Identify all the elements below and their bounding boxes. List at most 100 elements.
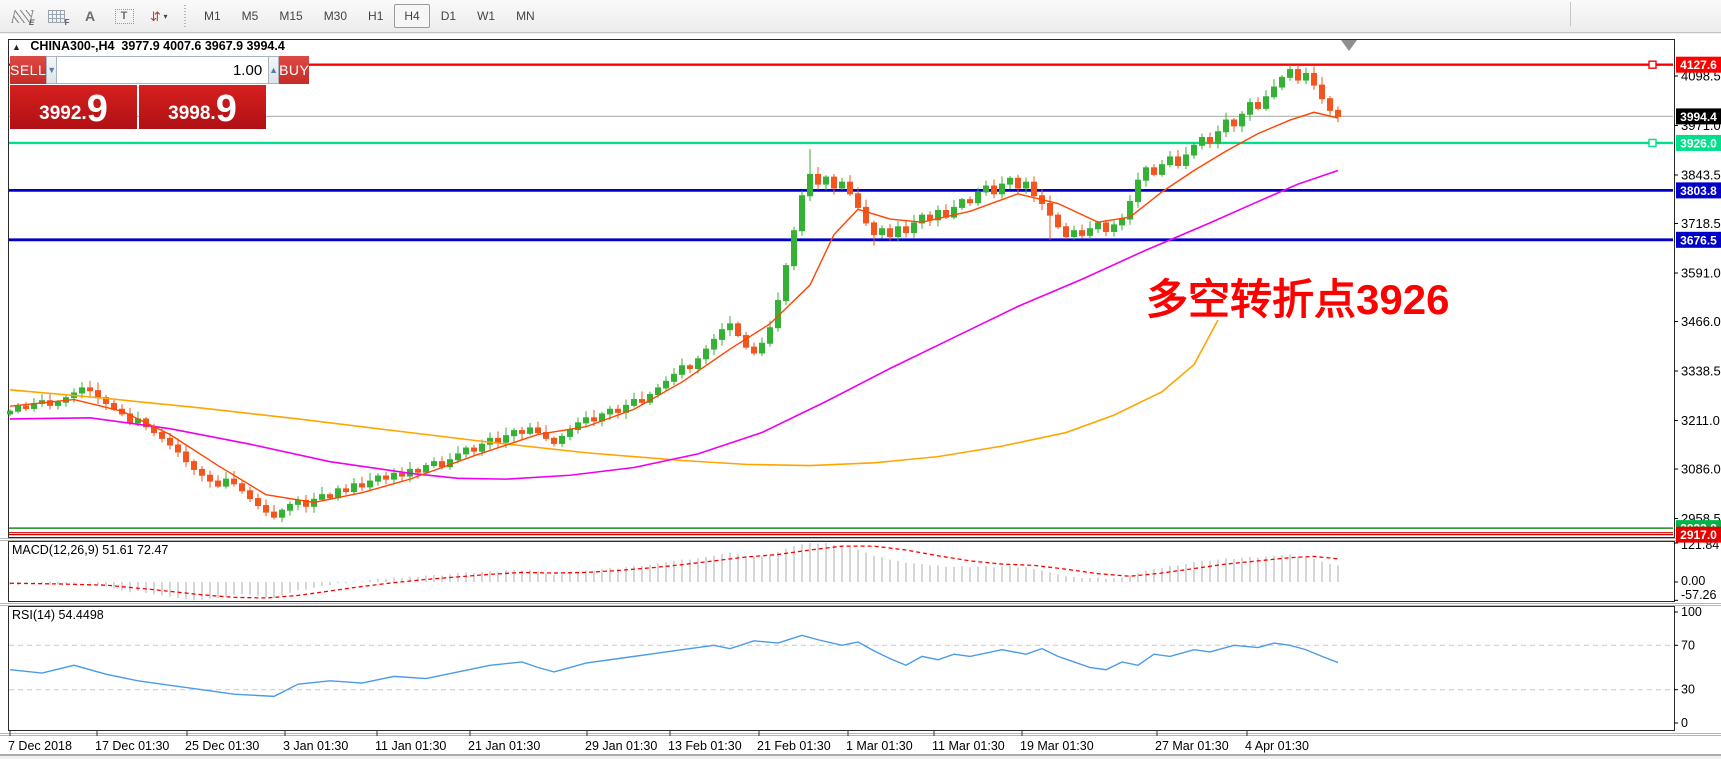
fibonacci-retracement-tool-button[interactable]: F	[40, 2, 72, 30]
dropdown-caret-icon[interactable]: ▾	[163, 11, 168, 21]
candle	[679, 365, 685, 375]
timeframe-button-m1[interactable]: M1	[204, 9, 221, 23]
candle	[1239, 113, 1245, 127]
candle	[1167, 156, 1173, 166]
macd-axis-label: -57.26	[1681, 588, 1716, 602]
buy-price-dot: .	[210, 103, 216, 124]
candle	[7, 410, 13, 415]
price-axis-label: 3211.0	[1681, 413, 1720, 428]
candle	[383, 475, 389, 480]
time-axis-label: 21 Jan 01:30	[468, 739, 540, 753]
timeframe-button-m30[interactable]: M30	[323, 9, 348, 23]
sell-button[interactable]: SELL	[10, 56, 47, 84]
price-axis-label: 3338.5	[1681, 364, 1721, 379]
time-axis-label: 17 Dec 01:30	[95, 739, 169, 753]
candle	[871, 222, 877, 236]
candle	[855, 193, 861, 208]
candle	[1023, 181, 1029, 189]
candle	[431, 461, 437, 467]
rsi-label: RSI(14) 54.4498	[12, 608, 104, 622]
collapse-panel-icon[interactable]: ▲	[12, 42, 21, 52]
candle	[1231, 119, 1237, 127]
candle	[415, 468, 421, 473]
candle	[999, 183, 1005, 195]
candle	[391, 472, 397, 480]
timeframe-button-m5[interactable]: M5	[241, 9, 259, 23]
equidistant-channel-tool-button[interactable]: E	[6, 2, 38, 30]
candle	[1255, 102, 1261, 109]
candle	[1247, 102, 1253, 115]
text-label-tool-button[interactable]: A	[74, 2, 106, 30]
price-badge	[1676, 56, 1721, 73]
candle	[287, 503, 293, 511]
time-axis-label: 29 Jan 01:30	[585, 739, 657, 753]
candle	[1103, 222, 1109, 232]
candle	[47, 400, 53, 406]
toolbar-separator	[1570, 2, 1571, 26]
rsi-axis-label: 100	[1681, 605, 1702, 619]
volume-decrease-button[interactable]: ▼	[46, 56, 58, 84]
chart-annotation-text: 多空转折点3926	[1146, 276, 1450, 323]
candle	[423, 465, 429, 473]
candle	[959, 199, 965, 208]
candle	[1327, 98, 1333, 111]
text-tool-icon: T	[114, 8, 134, 24]
candle	[343, 488, 349, 493]
hline-drag-marker[interactable]	[1648, 138, 1657, 148]
chart-area[interactable]: MACD(12,26,9) 51.61 72.47 121.840.00-57.2…	[0, 34, 1721, 759]
candle	[255, 498, 261, 507]
candle	[991, 185, 997, 195]
candle	[175, 444, 181, 453]
buy-button[interactable]: BUY	[279, 56, 310, 84]
buy-price-display[interactable]: 3998. 9	[139, 85, 266, 129]
timeframe-button-m15[interactable]: M15	[279, 9, 303, 23]
sell-price-display[interactable]: 3992. 9	[10, 85, 137, 129]
one-click-trading-panel: SELL ▼ ▲ BUY 3992.9 3998.9	[10, 56, 310, 129]
volume-increase-button[interactable]: ▲	[268, 56, 280, 84]
hline-drag-marker[interactable]	[1648, 60, 1657, 69]
price-badge	[1676, 134, 1721, 151]
price-axis-label: 3086.0	[1681, 462, 1721, 477]
candle	[471, 447, 477, 452]
candle	[551, 437, 557, 444]
time-axis-label: 3 Jan 01:30	[283, 739, 348, 753]
candle	[159, 432, 165, 439]
candle	[1159, 164, 1165, 175]
timeframe-button-mn[interactable]: MN	[516, 9, 535, 23]
macd-axis-label: 0.00	[1681, 574, 1705, 588]
candle	[1071, 230, 1077, 238]
toolbar-grip[interactable]	[182, 5, 188, 27]
candle	[823, 176, 829, 185]
candle	[791, 230, 797, 267]
candle	[399, 472, 405, 477]
candle	[271, 511, 277, 518]
timeframe-button-d1[interactable]: D1	[440, 9, 457, 23]
price-badge-label: 3803.8	[1680, 184, 1717, 198]
candle	[1263, 96, 1269, 109]
timeframe-toolbar: M1 M5 M15 M30 H1 H4 D1 W1 MN	[194, 4, 546, 28]
candle	[495, 437, 501, 443]
candle	[95, 390, 101, 399]
sell-price-dot: .	[81, 103, 87, 124]
price-badge	[1676, 231, 1721, 248]
candle	[375, 475, 381, 482]
time-axis-label: 7 Dec 2018	[8, 739, 72, 753]
text-tool-button[interactable]: T	[108, 2, 140, 30]
price-badge-label: 3994.4	[1680, 110, 1717, 124]
candle	[719, 329, 725, 340]
candle	[783, 265, 789, 302]
candle	[455, 453, 461, 461]
chart-shift-marker-icon[interactable]	[1341, 40, 1357, 51]
candle	[23, 405, 29, 409]
ma-fast-line	[9, 111, 1339, 504]
timeframe-button-h1[interactable]: H1	[368, 9, 384, 23]
ohlc-values: 3977.9 4007.6 3967.9 3994.4	[121, 39, 285, 53]
candle	[231, 478, 237, 485]
timeframe-button-h4[interactable]: H4	[394, 4, 430, 28]
candle	[863, 206, 869, 224]
timeframe-button-w1[interactable]: W1	[477, 9, 496, 23]
arrow-objects-tool-button[interactable]: ⇵ ▾	[142, 2, 174, 30]
candle	[671, 373, 677, 382]
volume-input[interactable]	[57, 56, 269, 84]
candle	[223, 478, 229, 487]
